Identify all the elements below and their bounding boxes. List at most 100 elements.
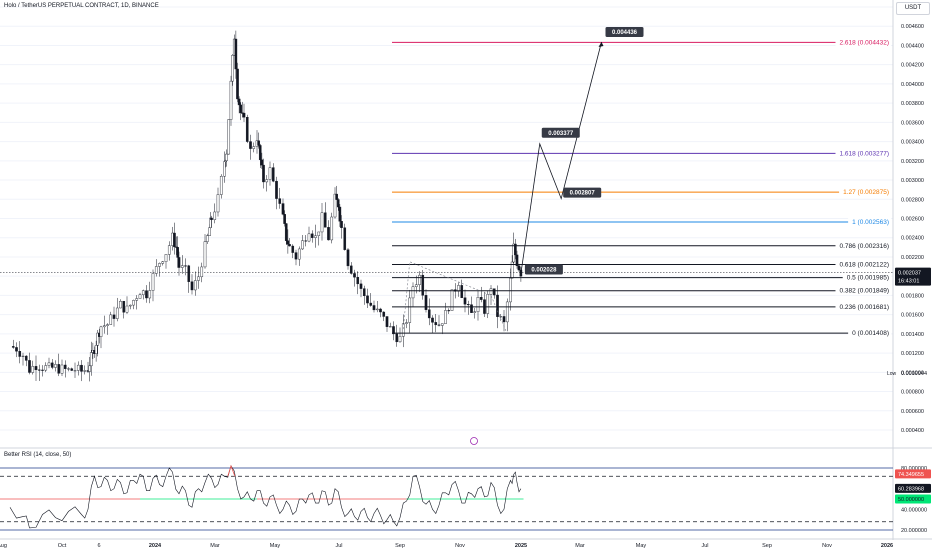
candle-body	[317, 231, 321, 236]
candle-body	[245, 117, 249, 142]
rsi-badge-value: 60.283968	[898, 486, 924, 492]
projection-label-bg	[605, 26, 644, 37]
candle-body	[281, 203, 285, 215]
projection-label-text: 0.002028	[531, 267, 557, 273]
candle-body	[141, 290, 145, 295]
fib-label-bg	[848, 217, 891, 227]
candle-body	[375, 308, 379, 311]
price-tick-label: 0.004200	[901, 63, 924, 69]
candle-body	[236, 68, 239, 100]
price-tick-label: 0.002200	[901, 255, 924, 261]
candle-body	[335, 193, 338, 200]
rsi-overbought-spike	[227, 464, 236, 477]
candle-body	[434, 322, 438, 326]
fib-level-label: 0.5 (0.001985)	[847, 275, 889, 282]
candle-body	[320, 212, 324, 233]
candle-body	[496, 294, 499, 317]
candle-body	[307, 233, 311, 242]
candle-body	[437, 324, 441, 326]
candle-body	[502, 316, 506, 323]
candle-body	[297, 248, 301, 260]
fib-level-label: 0.786 (0.002316)	[839, 243, 889, 250]
price-tick-label: 0.003400	[901, 140, 924, 146]
time-tick-label: May	[636, 543, 647, 549]
rsi-tick-label: 20.000000	[901, 528, 927, 534]
candle-body	[239, 104, 243, 114]
candle-body	[70, 368, 74, 371]
candle-body	[109, 314, 113, 325]
price-tick-label: 0.001600	[901, 313, 924, 319]
rsi-badge-bg	[895, 494, 931, 504]
candle-body	[41, 369, 44, 371]
candle-body	[421, 274, 425, 296]
candle-body	[310, 233, 314, 238]
price-tick-label: 0.002400	[901, 236, 924, 242]
candle-body	[24, 355, 28, 361]
price-tick-label: 0.004400	[901, 43, 924, 49]
rsi-panel: 80.000000 40.000000 20.000000 74.349655 60.2…	[0, 464, 931, 534]
price-tick-label: 0.000400	[901, 428, 924, 434]
candle-body	[138, 294, 142, 299]
candle-body	[242, 112, 246, 118]
candle-body	[187, 265, 191, 282]
price-tick-label: 0.003800	[901, 101, 924, 107]
fib-level-label: 0 (0.001408)	[852, 330, 889, 337]
candle-body	[476, 297, 480, 312]
rsi-badge-bg	[895, 469, 931, 479]
candle-body	[122, 301, 126, 313]
candle-body	[210, 217, 213, 220]
candle-body	[37, 369, 41, 371]
candle-body	[304, 240, 308, 242]
candle-body	[257, 140, 260, 146]
candle-body	[411, 286, 415, 299]
candle-body	[268, 167, 272, 180]
candle-body	[28, 360, 31, 373]
time-tick-label: 6	[97, 543, 100, 549]
candle-body	[489, 288, 493, 295]
fib-label-bg	[835, 259, 891, 269]
candle-body	[427, 309, 431, 319]
candle-body	[94, 345, 98, 354]
candle-body	[203, 241, 207, 268]
time-tick-label: May	[270, 543, 281, 549]
candle-body	[294, 252, 298, 260]
candle-body	[128, 304, 132, 307]
candle-body	[89, 352, 93, 367]
time-axis: Aug Oct 6 2024 Mar May Jul Sep Nov 2025 Mar May Jul S…	[0, 538, 932, 549]
currency-button[interactable]: USDT	[896, 2, 930, 15]
candle-body	[96, 332, 100, 346]
candle-body	[216, 194, 220, 213]
projection-label-bg	[524, 264, 563, 275]
rsi-value-badge: 50.000000	[895, 494, 931, 504]
candle-body	[80, 364, 83, 372]
candle-body	[135, 298, 139, 301]
candle-body	[148, 290, 152, 299]
candle-body	[265, 179, 269, 183]
rsi-badge-bg	[895, 483, 931, 493]
candle-body	[505, 301, 509, 323]
time-tick-label: Nov	[822, 543, 832, 549]
candle-body	[176, 247, 180, 258]
candle-body	[349, 265, 353, 274]
price-tick-label: 0.001400	[901, 332, 924, 338]
time-tick-label: Sep	[395, 543, 405, 549]
candle-body	[145, 290, 148, 299]
candle-body	[356, 276, 360, 285]
candle-body	[258, 145, 262, 161]
candle-body	[479, 297, 483, 300]
pattern-triangle	[402, 261, 507, 332]
rsi-indicator-title[interactable]: Better RSI (14, close, 50)	[4, 452, 72, 458]
candle-body	[237, 98, 241, 106]
candle-body	[353, 273, 356, 278]
candle-body	[450, 289, 454, 311]
candle-body	[21, 355, 25, 357]
candle-body	[366, 295, 369, 304]
rsi-line	[9, 465, 522, 529]
fib-level-label: 2.618 (0.004432)	[839, 39, 889, 46]
candle-body	[167, 245, 171, 255]
candle-body	[60, 364, 64, 374]
candle-body	[184, 265, 187, 267]
fib-label-bg	[839, 187, 891, 197]
price-tick-label: 0.000600	[901, 409, 924, 415]
